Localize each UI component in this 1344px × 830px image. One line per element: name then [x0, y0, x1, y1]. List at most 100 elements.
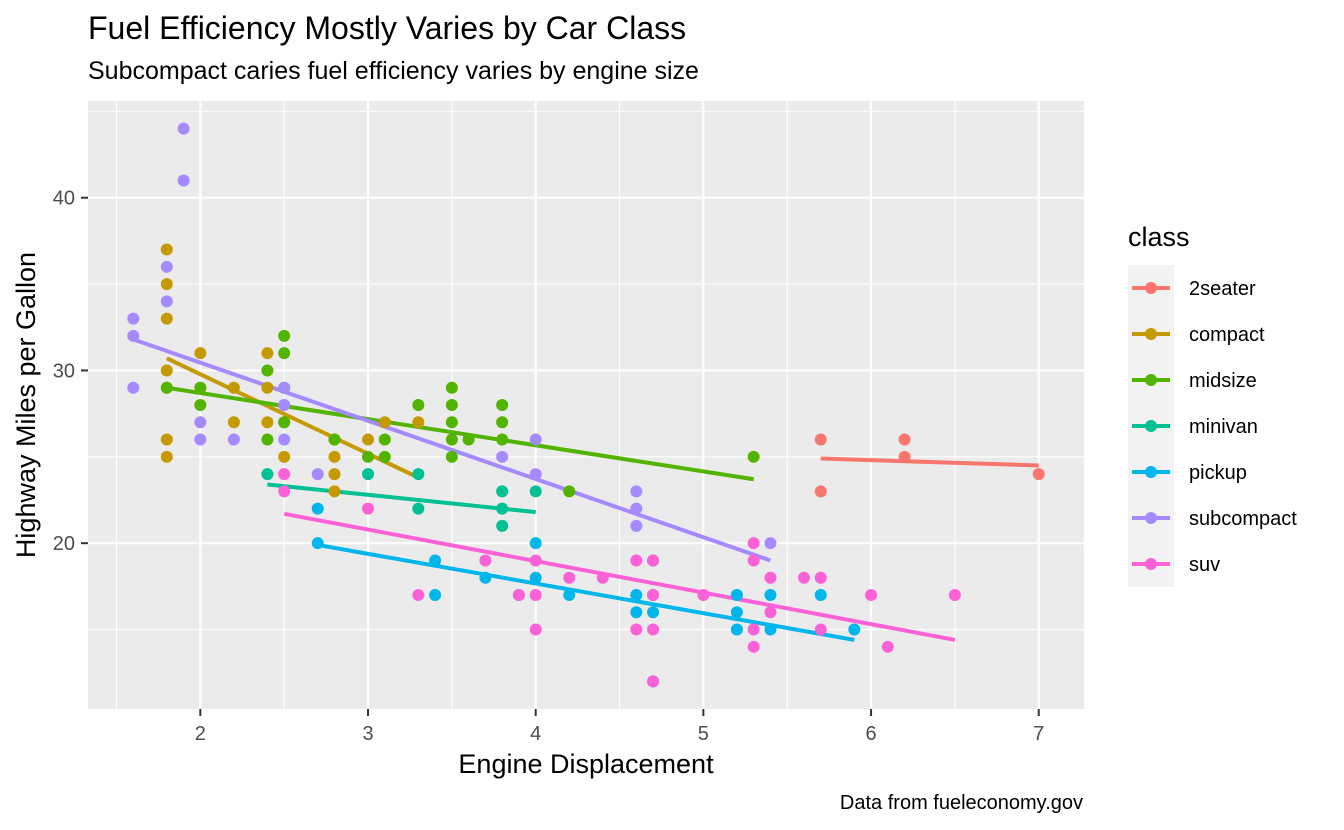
point-pickup — [630, 606, 643, 619]
point-subcompact — [630, 485, 643, 498]
point-pickup — [730, 623, 743, 636]
legend-key-point-pickup — [1145, 466, 1157, 478]
point-suv — [512, 589, 525, 601]
point-midsize — [496, 433, 509, 446]
legend-label-compact: compact — [1189, 324, 1265, 346]
x-tick-label: 3 — [362, 723, 373, 745]
point-compact — [261, 347, 274, 360]
point-midsize — [462, 433, 475, 446]
point-subcompact — [764, 537, 777, 550]
x-tick-label: 7 — [1033, 723, 1044, 745]
point-suv — [479, 554, 492, 567]
point-pickup — [429, 589, 442, 601]
point-midsize — [445, 399, 458, 411]
point-2seater — [1032, 468, 1045, 481]
axes: 2 3 4 5 6 7 20 30 40 — [53, 188, 1045, 745]
point-2seater — [814, 433, 827, 446]
point-midsize — [278, 416, 291, 429]
legend-label-subcompact: subcompact — [1189, 508, 1297, 530]
point-2seater — [898, 450, 911, 463]
point-2seater — [898, 433, 911, 446]
point-subcompact — [177, 122, 190, 135]
point-midsize — [378, 433, 391, 446]
point-midsize — [378, 450, 391, 463]
point-suv — [764, 571, 777, 584]
legend-key-point-compact — [1145, 328, 1157, 340]
legend-label-midsize: midsize — [1189, 370, 1257, 392]
trend-line-compact — [165, 356, 420, 480]
point-suv — [881, 640, 894, 653]
point-subcompact — [496, 450, 509, 463]
point-compact — [328, 485, 341, 498]
point-midsize — [261, 364, 274, 377]
point-compact — [160, 312, 173, 325]
x-tick-label: 5 — [698, 723, 709, 745]
point-suv — [797, 571, 810, 584]
point-compact — [362, 433, 375, 446]
point-minivan — [496, 502, 509, 515]
chart-subtitle: Subcompact caries fuel efficiency varies… — [88, 57, 699, 85]
trend-line-2seater — [820, 456, 1039, 468]
point-suv — [412, 589, 425, 601]
point-suv — [278, 485, 291, 498]
point-suv — [948, 589, 961, 601]
point-pickup — [848, 623, 861, 636]
point-suv — [865, 589, 878, 601]
point-subcompact — [127, 329, 140, 342]
legend-title: class — [1128, 222, 1190, 252]
point-minivan — [412, 502, 425, 515]
chart-title: Fuel Efficiency Mostly Varies by Car Cla… — [88, 10, 686, 46]
y-axis-title: Highway Miles per Gallon — [11, 252, 41, 558]
point-pickup — [814, 589, 827, 601]
legend-key-point-midsize — [1145, 374, 1157, 386]
point-suv — [814, 623, 827, 636]
legend-label-suv: suv — [1189, 554, 1220, 576]
point-pickup — [529, 537, 542, 550]
point-suv — [647, 589, 660, 601]
point-pickup — [311, 502, 324, 515]
point-midsize — [563, 485, 576, 498]
point-compact — [227, 381, 240, 394]
trend-line-pickup — [317, 542, 855, 642]
point-minivan — [412, 468, 425, 481]
point-pickup — [647, 606, 660, 619]
point-subcompact — [177, 174, 190, 187]
point-compact — [278, 450, 291, 463]
point-suv — [529, 623, 542, 636]
point-midsize — [496, 416, 509, 429]
trend-line-suv — [283, 511, 956, 642]
legend-label-2seater: 2seater — [1189, 278, 1256, 300]
point-subcompact — [278, 433, 291, 446]
point-compact — [160, 278, 173, 291]
point-subcompact — [529, 468, 542, 481]
point-suv — [529, 554, 542, 567]
point-compact — [227, 416, 240, 429]
point-suv — [529, 589, 542, 601]
data-points — [127, 122, 1045, 688]
point-midsize — [194, 381, 207, 394]
point-suv — [764, 606, 777, 619]
point-subcompact — [278, 381, 291, 394]
point-pickup — [529, 571, 542, 584]
point-subcompact — [127, 312, 140, 325]
caption: Data from fueleconomy.gov — [840, 792, 1083, 814]
point-minivan — [496, 519, 509, 532]
minor-gridlines — [88, 101, 1084, 709]
trend-lines — [132, 337, 1039, 642]
x-axis-title: Engine Displacement — [458, 749, 714, 779]
point-midsize — [160, 381, 173, 394]
point-subcompact — [194, 433, 207, 446]
legend-key-point-2seater — [1145, 282, 1157, 294]
point-midsize — [747, 450, 760, 463]
point-compact — [160, 364, 173, 377]
point-compact — [160, 433, 173, 446]
point-suv — [647, 675, 660, 688]
point-midsize — [445, 433, 458, 446]
point-compact — [160, 450, 173, 463]
point-suv — [747, 623, 760, 636]
point-2seater — [814, 485, 827, 498]
point-compact — [328, 468, 341, 481]
y-tick-label: 40 — [53, 188, 75, 210]
point-compact — [261, 381, 274, 394]
legend-label-minivan: minivan — [1189, 416, 1258, 438]
